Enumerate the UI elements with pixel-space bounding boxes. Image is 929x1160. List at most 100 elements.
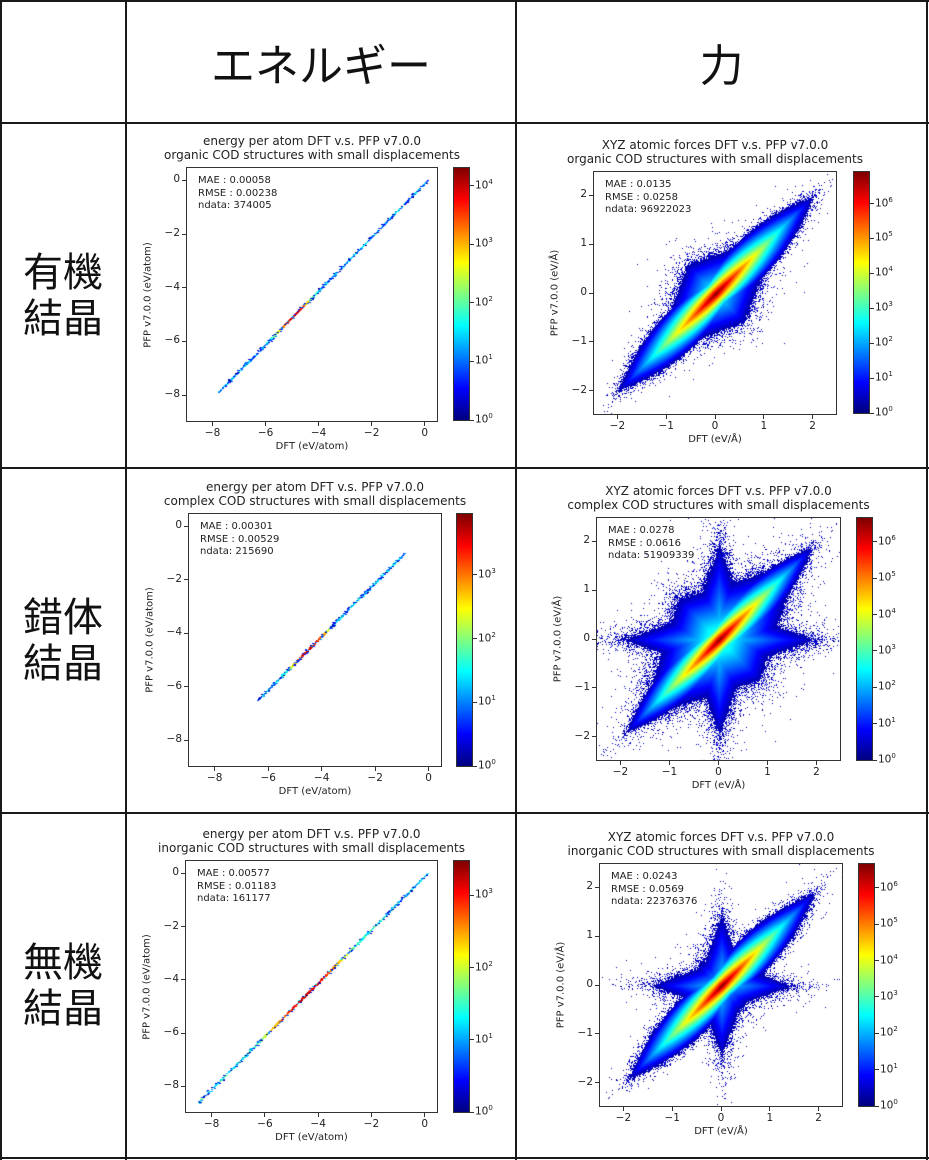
row-label-line: 有機 bbox=[23, 249, 103, 296]
colorbar-tick-label: 102 bbox=[475, 294, 493, 309]
colorbar bbox=[453, 167, 470, 421]
colorbar-tick-label: 105 bbox=[875, 230, 893, 244]
y-tick-label: −2 bbox=[577, 1075, 593, 1088]
heatmap-canvas bbox=[187, 168, 437, 421]
colorbar-tick-label: 103 bbox=[878, 642, 896, 657]
colorbar-tick-mark bbox=[870, 307, 874, 309]
x-tick-mark bbox=[371, 422, 373, 426]
stats-line: RMSE : 0.00529 bbox=[200, 533, 280, 545]
y-tick-mark bbox=[184, 686, 188, 688]
y-axis-label: PFP v7.0.0 (eV/Å) bbox=[552, 595, 564, 683]
x-axis-label: DFT (eV/atom) bbox=[278, 786, 352, 797]
x-tick-label: 0 bbox=[715, 766, 722, 778]
table-border-left bbox=[0, 0, 2, 1160]
x-tick-label: −2 bbox=[609, 420, 626, 432]
y-tick-label: 1 bbox=[583, 583, 590, 596]
x-tick-mark bbox=[714, 415, 716, 419]
x-tick-label: 2 bbox=[813, 766, 820, 778]
x-tick-label: 2 bbox=[815, 1112, 822, 1124]
stats-line: MAE : 0.00301 bbox=[200, 521, 273, 532]
colorbar bbox=[453, 860, 470, 1113]
colorbar bbox=[856, 517, 873, 761]
stats-line: MAE : 0.0135 bbox=[605, 179, 672, 190]
colorbar-tick-mark bbox=[870, 272, 874, 274]
colorbar-tick-label: 103 bbox=[880, 988, 898, 1003]
colorbar-tick-label: 102 bbox=[478, 630, 496, 645]
x-tick-mark bbox=[424, 1113, 426, 1117]
plot-axes bbox=[593, 171, 837, 415]
header-corner bbox=[0, 0, 126, 123]
chart-title-line: XYZ atomic forces DFT v.s. PFP v7.0.0 bbox=[601, 138, 829, 152]
row-label-line: 結晶 bbox=[23, 985, 103, 1032]
row-label-line: 無機 bbox=[23, 939, 103, 986]
chart-title-line: organic COD structures with small displa… bbox=[164, 148, 460, 162]
x-tick-mark bbox=[818, 1107, 820, 1111]
plot-axes bbox=[596, 517, 841, 761]
colorbar-tick-mark bbox=[470, 967, 474, 969]
row-label-line: 結晶 bbox=[23, 640, 103, 687]
stats-line: ndata: 22376376 bbox=[611, 896, 698, 907]
x-tick-label: 1 bbox=[766, 1112, 774, 1124]
y-tick-mark bbox=[184, 739, 188, 741]
y-tick-label: −1 bbox=[574, 680, 590, 693]
chart-title-line: energy per atom DFT v.s. PFP v7.0.0 bbox=[202, 827, 421, 841]
stats-line: RMSE : 0.0616 bbox=[608, 537, 681, 549]
x-tick-mark bbox=[769, 1107, 771, 1111]
y-tick-mark bbox=[592, 589, 596, 591]
x-tick-label: 1 bbox=[760, 420, 768, 432]
chart-title-line: complex COD structures with small displa… bbox=[567, 498, 870, 512]
y-tick-mark bbox=[182, 287, 186, 289]
x-tick-mark bbox=[370, 1113, 372, 1117]
x-tick-label: −8 bbox=[204, 427, 221, 439]
table-divider-row1 bbox=[0, 467, 929, 469]
colorbar-tick-label: 106 bbox=[878, 533, 896, 548]
chart-title-line: inorganic COD structures with small disp… bbox=[158, 841, 465, 855]
y-tick-label: 2 bbox=[586, 880, 593, 893]
colorbar-tick-mark bbox=[473, 765, 477, 767]
x-tick-label: −1 bbox=[658, 420, 674, 432]
colorbar-gradient bbox=[454, 168, 469, 420]
header-force: 力 bbox=[699, 40, 744, 92]
y-tick-label: −1 bbox=[577, 1026, 593, 1039]
y-tick-label: 0 bbox=[175, 519, 182, 532]
colorbar-tick-mark bbox=[870, 203, 874, 205]
colorbar-gradient bbox=[454, 861, 469, 1112]
colorbar-tick-mark bbox=[473, 574, 477, 576]
x-tick-label: −2 bbox=[363, 427, 380, 439]
x-tick-label: −1 bbox=[664, 1112, 680, 1124]
y-tick-label: −6 bbox=[163, 1026, 179, 1039]
y-tick-mark bbox=[181, 979, 185, 981]
y-tick-label: −4 bbox=[166, 626, 182, 639]
x-tick-label: 0 bbox=[711, 420, 719, 432]
x-tick-mark bbox=[264, 1113, 266, 1117]
y-tick-mark bbox=[595, 886, 599, 888]
y-tick-mark bbox=[595, 984, 599, 986]
colorbar-tick-label: 105 bbox=[878, 570, 896, 584]
x-tick-mark bbox=[767, 761, 768, 765]
x-tick-label: −6 bbox=[257, 427, 274, 439]
x-axis-label: DFT (eV/Å) bbox=[691, 780, 746, 791]
stats-line: RMSE : 0.01183 bbox=[197, 880, 277, 892]
chart-title-line: XYZ atomic forces DFT v.s. PFP v7.0.0 bbox=[607, 830, 835, 844]
table-divider-header bbox=[0, 122, 929, 124]
stats-line: MAE : 0.00577 bbox=[197, 868, 270, 879]
colorbar-tick-mark bbox=[875, 1105, 879, 1107]
y-tick-label: −2 bbox=[571, 383, 587, 396]
y-tick-mark bbox=[181, 872, 185, 874]
x-axis-label: DFT (eV/atom) bbox=[275, 441, 349, 452]
y-tick-label: 2 bbox=[583, 534, 590, 547]
colorbar-tick-mark bbox=[873, 541, 877, 543]
colorbar-tick-label: 104 bbox=[878, 606, 896, 621]
table-border-top bbox=[0, 0, 929, 2]
y-tick-label: −6 bbox=[166, 679, 182, 692]
x-axis-label: DFT (eV/Å) bbox=[694, 1126, 748, 1137]
stats-line: ndata: 51909339 bbox=[608, 550, 695, 561]
y-tick-mark bbox=[182, 233, 186, 235]
x-tick-mark bbox=[616, 415, 618, 419]
stats-line: RMSE : 0.0569 bbox=[611, 883, 684, 895]
y-tick-mark bbox=[184, 632, 188, 634]
x-tick-mark bbox=[812, 415, 814, 419]
y-tick-mark bbox=[182, 179, 186, 181]
y-tick-mark bbox=[589, 292, 593, 294]
colorbar-tick-label: 100 bbox=[478, 758, 496, 772]
